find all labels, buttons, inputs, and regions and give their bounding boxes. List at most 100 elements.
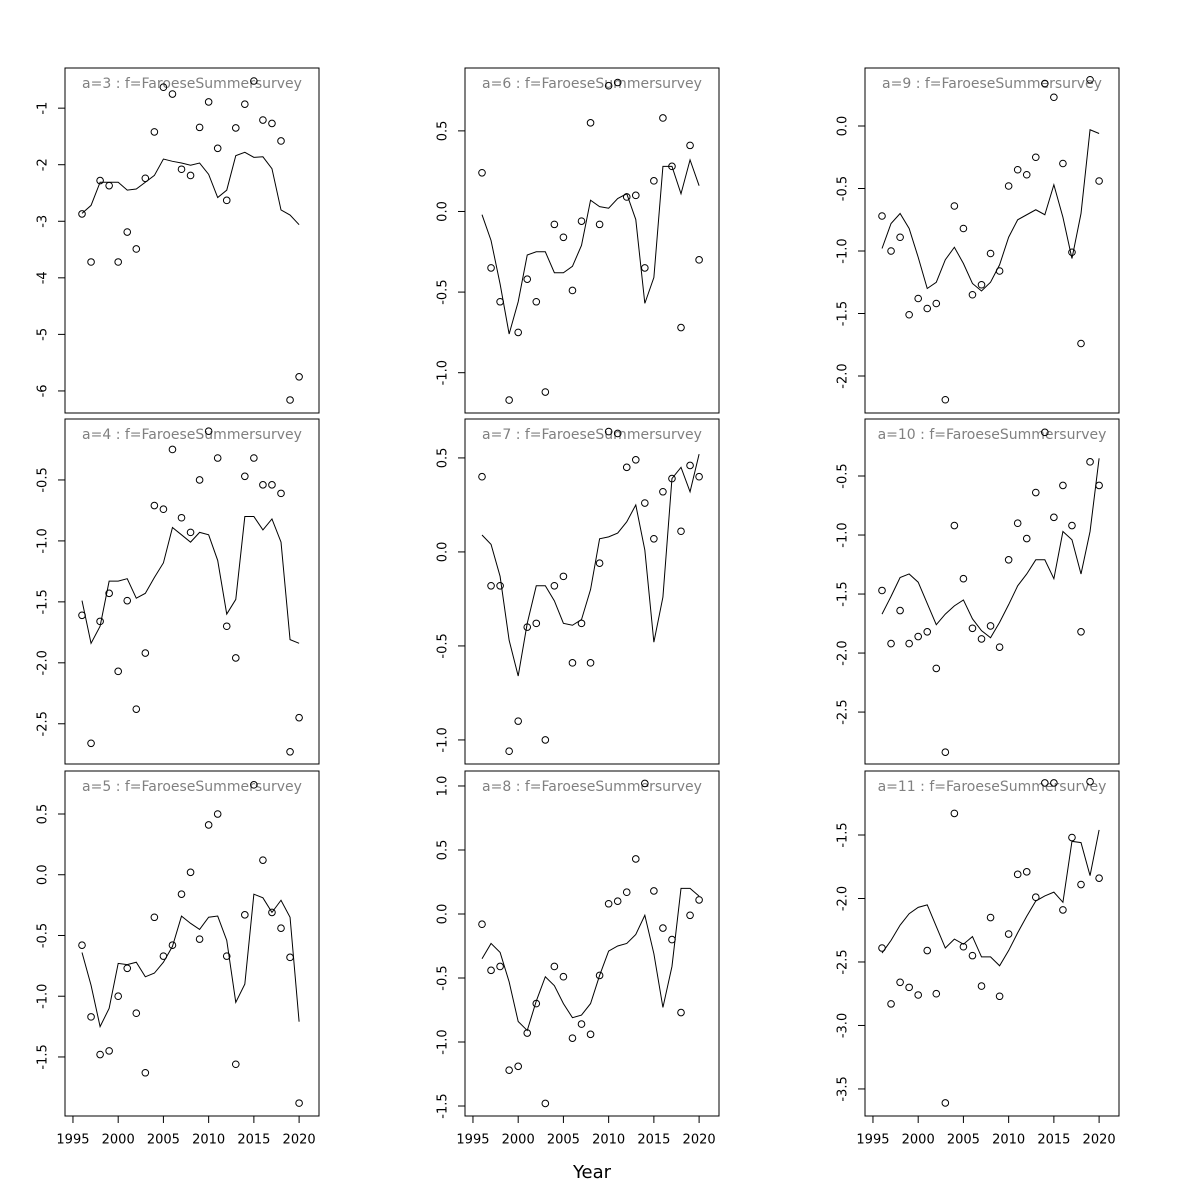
data-point bbox=[1095, 481, 1103, 490]
data-point bbox=[204, 427, 213, 435]
plot-frame bbox=[464, 418, 720, 765]
data-point bbox=[114, 258, 122, 266]
data-point bbox=[168, 90, 177, 98]
data-point bbox=[941, 395, 950, 404]
y-tick-label: 0.0 bbox=[436, 201, 451, 222]
data-point bbox=[622, 888, 631, 897]
plot-frame bbox=[864, 67, 1120, 414]
data-point bbox=[559, 572, 568, 581]
data-point bbox=[995, 992, 1004, 1001]
fit-line bbox=[81, 893, 300, 1029]
data-point bbox=[1095, 177, 1103, 185]
y-tick-label: -0.5 bbox=[836, 176, 851, 201]
data-point bbox=[986, 913, 995, 922]
data-point bbox=[613, 897, 622, 905]
y-tick-label: -2.0 bbox=[836, 886, 851, 911]
x-tick-label: 2005 bbox=[947, 1133, 980, 1148]
plot-frame bbox=[464, 770, 720, 1117]
data-point bbox=[231, 654, 240, 662]
data-point bbox=[950, 809, 959, 818]
data-point bbox=[1004, 182, 1013, 190]
data-point bbox=[613, 429, 622, 438]
y-tick-label: -0.5 bbox=[436, 633, 451, 658]
x-tick-label: 2005 bbox=[547, 1133, 580, 1148]
y-tick-label: -3.0 bbox=[836, 1013, 851, 1038]
data-point bbox=[686, 911, 694, 920]
y-tick-label: -3.5 bbox=[836, 1076, 851, 1101]
data-point bbox=[1022, 868, 1031, 876]
y-tick-label: -1.0 bbox=[436, 727, 451, 752]
data-point bbox=[150, 501, 159, 510]
data-point bbox=[1068, 521, 1076, 530]
data-point bbox=[1077, 339, 1085, 348]
data-point bbox=[541, 1099, 550, 1108]
y-tick-label: 0.0 bbox=[36, 864, 51, 885]
data-point bbox=[586, 119, 595, 127]
y-tick-label: -0.5 bbox=[836, 463, 851, 488]
data-point bbox=[959, 224, 968, 233]
y-tick-label: -1.5 bbox=[36, 589, 51, 614]
data-point bbox=[159, 83, 168, 92]
y-tick-label: -1.0 bbox=[36, 528, 51, 553]
data-point bbox=[677, 323, 685, 332]
panel-title: a=7 : f=FaroeseSummersurvey bbox=[482, 427, 702, 443]
data-point bbox=[950, 202, 959, 210]
x-tick-label: 2010 bbox=[192, 1133, 225, 1148]
data-point bbox=[532, 297, 541, 306]
y-tick-label: -1.0 bbox=[436, 1029, 451, 1054]
data-point bbox=[887, 1000, 895, 1008]
data-point bbox=[241, 100, 249, 108]
data-point bbox=[286, 748, 294, 756]
plot-frame bbox=[464, 67, 720, 414]
y-tick-label: -2.5 bbox=[36, 711, 51, 736]
y-tick-label: -3 bbox=[36, 215, 51, 228]
data-point bbox=[695, 472, 703, 481]
data-point bbox=[141, 1068, 150, 1077]
data-point bbox=[595, 971, 604, 980]
y-tick-label: -2.0 bbox=[36, 650, 51, 675]
y-tick-label: -0.5 bbox=[436, 965, 451, 990]
data-point bbox=[550, 220, 559, 229]
data-point bbox=[222, 952, 231, 960]
y-tick-label: 0.0 bbox=[836, 116, 851, 137]
data-point bbox=[1086, 777, 1094, 786]
data-point bbox=[259, 116, 267, 124]
data-point bbox=[250, 781, 258, 789]
data-point bbox=[96, 1050, 104, 1059]
data-point bbox=[977, 635, 986, 643]
y-tick-label: -1.5 bbox=[36, 1044, 51, 1069]
panel-title: a=11 : f=FaroeseSummersurvey bbox=[878, 779, 1107, 795]
fit-line bbox=[481, 887, 700, 1032]
data-point bbox=[941, 748, 950, 756]
fit-line bbox=[881, 129, 1100, 292]
data-point bbox=[650, 534, 658, 543]
data-point bbox=[932, 989, 941, 998]
data-point bbox=[550, 962, 559, 971]
data-point bbox=[923, 946, 932, 955]
data-point bbox=[677, 1008, 685, 1017]
data-point bbox=[132, 1009, 141, 1018]
data-point bbox=[604, 81, 613, 90]
data-point bbox=[568, 286, 577, 295]
data-point bbox=[168, 941, 177, 950]
data-point bbox=[496, 581, 504, 590]
data-point bbox=[159, 505, 168, 514]
data-point bbox=[650, 177, 658, 185]
x-axis-label: Year bbox=[572, 1162, 612, 1183]
data-point bbox=[686, 141, 694, 150]
data-point bbox=[496, 962, 504, 971]
y-tick-label: -1 bbox=[36, 102, 51, 115]
y-tick-label: -1.0 bbox=[836, 522, 851, 547]
data-point bbox=[986, 249, 995, 258]
data-point bbox=[213, 810, 222, 818]
data-point bbox=[532, 619, 541, 628]
data-point bbox=[487, 264, 495, 272]
data-point bbox=[478, 168, 486, 177]
plot-frame bbox=[64, 418, 320, 765]
panel-title: a=6 : f=FaroeseSummersurvey bbox=[482, 76, 702, 92]
data-point bbox=[1086, 75, 1094, 84]
x-tick-label: 1995 bbox=[856, 1133, 889, 1148]
data-point bbox=[641, 264, 649, 272]
fit-line bbox=[81, 151, 300, 226]
